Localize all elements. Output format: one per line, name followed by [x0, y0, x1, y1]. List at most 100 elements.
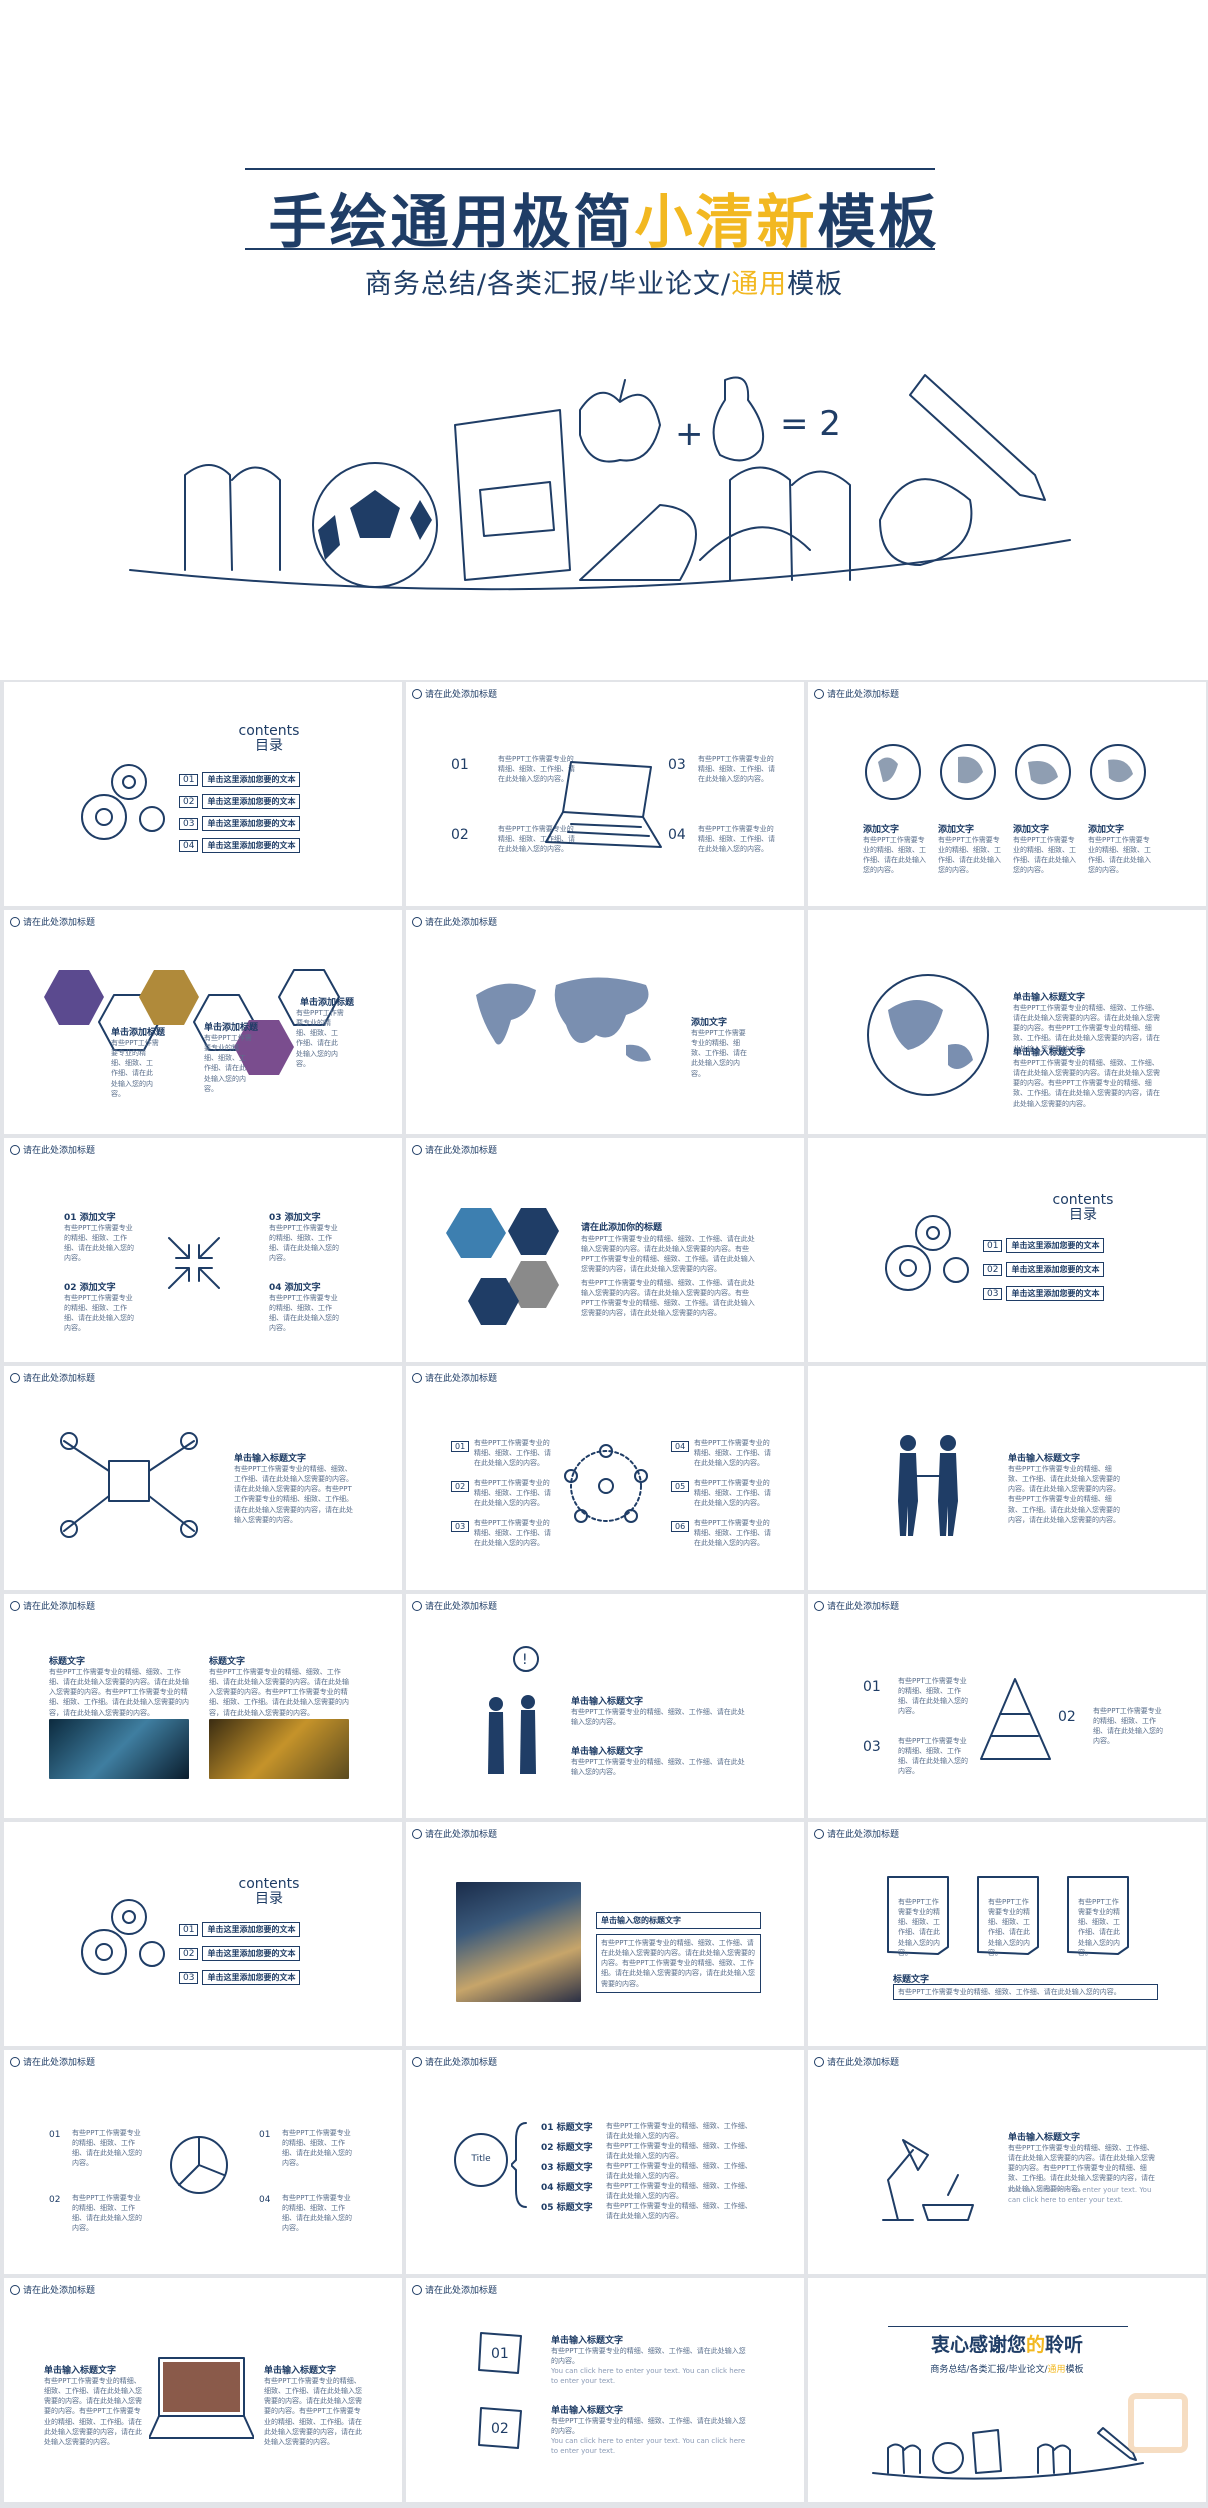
slide-contents-2[interactable]: contents 目录 01 单击这里添加您要的文本 02 单击这里添加您要的文本 0… — [808, 1138, 1206, 1362]
gear-icon — [412, 2284, 422, 2295]
toc-item-02[interactable]: 02 单击这里添加您要的文本 — [179, 794, 301, 809]
idea-title: 单击输入标题文字 — [571, 1697, 644, 1707]
slide-two-photos[interactable]: 请在此处添加标题 标题文字 有些PPT工作需要专业的精细、细致、工作细、请在此处… — [4, 1594, 402, 1818]
svg-text:!: ! — [522, 1652, 528, 1668]
slide-idea-people[interactable]: 请在此处添加标题 ! 单击输入标题文字 有些PPT工作需要专业的精细、细致、工作… — [406, 1594, 804, 1818]
list-item: 03 标题文字 — [541, 2163, 593, 2173]
slide-contents-3[interactable]: contents 目录 01 单击这里添加您要的文本 02 单击这里添加您要的文本 0… — [4, 1822, 402, 2046]
toc-item-01[interactable]: 01 单击这里添加您要的文本 — [179, 1922, 301, 1937]
slide-globe-text[interactable]: 单击输入标题文字 有些PPT工作需要专业的精细、细致、工作细、请在此处输入您需要… — [808, 910, 1206, 1134]
slide-header: 请在此处添加标题 — [814, 1599, 899, 1612]
note-title: 单击输入标题文字 — [551, 2406, 624, 2416]
list-text: 有些PPT工作需要专业的精细、细致、工作细、请在此处输入您的内容。 — [606, 2202, 752, 2221]
slide-hexagon-tiles[interactable]: 请在此处添加标题 请在此添加你的标题 有些PPT工作需要专业的精细、细致、工作细… — [406, 1138, 804, 1362]
gear-icon — [412, 1372, 422, 1383]
gear-icon — [10, 1144, 20, 1155]
watermark-logo — [1128, 2393, 1188, 2453]
note-number: 02 — [491, 2421, 509, 2437]
street-photo-image — [456, 1882, 581, 2002]
slide-contents-1[interactable]: contents 目录 01 单击这里添加您要的文本 02 单击这里添加您要的文本 0… — [4, 682, 402, 906]
pie-sketch-icon — [170, 2136, 228, 2194]
slide-header: 请在此处添加标题 — [412, 2283, 497, 2296]
tiles-text: 有些PPT工作需要专业的精细、细致、工作细、请在此处输入您需要的内容。请在此处输… — [581, 1279, 755, 1318]
slide-header: 请在此处添加标题 — [10, 2283, 95, 2296]
item-text: 有些PPT工作需要专业的精细、细致、工作细、请在此处输入您的内容。 — [698, 825, 775, 854]
gears-icon — [885, 1215, 969, 1291]
globe-caption: 添加文字 — [1088, 825, 1125, 835]
slide-world-map[interactable]: 请在此处添加标题 添加文字 有些PPT工作需要专业的精细、细致、工作细、请在此处… — [406, 910, 804, 1134]
laptop-title: 单击输入标题文字 — [44, 2366, 117, 2376]
toc-item-03[interactable]: 03 单击这里添加您要的文本 — [179, 816, 301, 831]
slide-thanks[interactable]: 衷心感谢您的聆听 商务总结/各类汇报/毕业论文/通用模板 — [808, 2278, 1206, 2502]
text-title: 单击输入标题文字 — [1013, 993, 1086, 1003]
slide-hexagon-photos[interactable]: 请在此处添加标题 单击添加标题 有些PPT工作需要专业的精细、细致、工作细、请在… — [4, 910, 402, 1134]
gear-icon — [412, 916, 422, 927]
slide-notes[interactable]: 请在此处添加标题 01 02 单击输入标题文字 有些PPT工作需要专业的精细、细… — [406, 2278, 804, 2502]
toc-item-02[interactable]: 02 单击这里添加您要的文本 — [983, 1262, 1105, 1277]
item-number: 02 — [49, 2195, 61, 2205]
slide-street-photo[interactable]: 请在此处添加标题 单击输入您的标题文字 有些PPT工作需要专业的精细、细致、工作… — [406, 1822, 804, 2046]
converging-arrows-icon — [168, 1237, 220, 1289]
slide-laptop-photo[interactable]: 请在此处添加标题 单击输入标题文字 有些PPT工作需要专业的精细、细致、工作细、… — [4, 2278, 402, 2502]
slide-title-list[interactable]: 请在此处添加标题 Title 01 标题文字 有些PPT工作需要专业的精细、细致… — [406, 2050, 804, 2274]
gears-icon — [81, 1899, 165, 1975]
hero-slide[interactable]: 手绘通用极简小清新模板 商务总结/各类汇报/毕业论文/通用模板 + = 2 — [0, 0, 1208, 680]
point-title: 03 添加文字 — [269, 1213, 321, 1223]
list-item: 01 标题文字 — [541, 2123, 593, 2133]
slide-header: 请在此处添加标题 — [10, 1371, 95, 1384]
hex-caption: 单击添加标题 — [300, 998, 355, 1008]
slide-four-arrows[interactable]: 请在此处添加标题 01 添加文字 有些PPT工作需要专业的精细、细致、工作细、请… — [4, 1138, 402, 1362]
gear-icon — [814, 1828, 824, 1839]
slide-people-network[interactable]: 请在此处添加标题 01 有些PPT工作需要专业的精细、细致、工作细、请在此处输入… — [406, 1366, 804, 1590]
slide-pyramid[interactable]: 请在此处添加标题 01 有些PPT工作需要专业的精细、细致、工作细、请在此处输入… — [808, 1594, 1206, 1818]
slide-header: 请在此处添加标题 — [412, 1371, 497, 1384]
item-number: 01 — [259, 2130, 271, 2140]
laptop-icon — [545, 761, 662, 848]
slide-header: 请在此处添加标题 — [412, 1827, 497, 1840]
hexagon-tiles — [446, 1208, 559, 1325]
point-text: 有些PPT工作需要专业的精细、细致、工作细、请在此处输入您的内容。 — [269, 1224, 339, 1263]
gear-icon — [412, 1828, 422, 1839]
photo-title-box: 单击输入您的标题文字 — [596, 1912, 761, 1929]
puzzle-text: 有些PPT工作需要专业的精细、细致、工作细、请在此处输入您需要的内容。请在此处输… — [234, 1465, 353, 1524]
toc-item-02[interactable]: 02 单击这里添加您要的文本 — [179, 1946, 301, 1961]
globe-icon — [867, 974, 989, 1096]
list-item: 04 标题文字 — [541, 2183, 593, 2193]
tiles-text: 有些PPT工作需要专业的精细、细致、工作细、请在此处输入您需要的内容。请在此处输… — [581, 1235, 755, 1274]
two-people-icon — [898, 1435, 958, 1536]
slide-two-people[interactable]: 单击输入标题文字 有些PPT工作需要专业的精细、细致、工作细、请在此处输入您需要… — [808, 1366, 1206, 1590]
hand-drawn-illustration: + = 2 — [129, 374, 1071, 591]
hero-title: 手绘通用极简小清新模板 — [268, 188, 940, 256]
slide-note-cards[interactable]: 请在此处添加标题 有些PPT工作需要专业的精细、细致、工作细、请在此处输入您的内… — [808, 1822, 1206, 2046]
list-text: 有些PPT工作需要专业的精细、细致、工作细、请在此处输入您的内容。 — [606, 2182, 752, 2201]
slide-header: 请在此处添加标题 — [412, 915, 497, 928]
slide-globes[interactable]: 请在此处添加标题 添加文字 有些PPT工作需要专业的精细、细致、工作细、请在此处… — [808, 682, 1206, 906]
text-body: 有些PPT工作需要专业的精细、细致、工作细、请在此处输入您需要的内容。请在此处输… — [1013, 1004, 1160, 1053]
note-text-en: You can click here to enter your text. Y… — [551, 2367, 746, 2386]
thanks-subtitle: 商务总结/各类汇报/毕业论文/通用模板 — [930, 2365, 1084, 2375]
item-number: 03 — [863, 1739, 881, 1755]
photo-title: 标题文字 — [209, 1657, 246, 1667]
slide-desk-lamp[interactable]: 请在此处添加标题 单击输入标题文字 有些PPT工作需要专业的精细、细致、工作细、… — [808, 2050, 1206, 2274]
slide-puzzle-hands[interactable]: 请在此处添加标题 单击输入标题文字 有些PPT工作需要专业的精细、细致、工作细、… — [4, 1366, 402, 1590]
slide-pie-diagram[interactable]: 请在此处添加标题 01 有些PPT工作需要专业的精细、细致、工作细、请在此处输入… — [4, 2050, 402, 2274]
point-title: 02 添加文字 — [64, 1283, 116, 1293]
toc-item-01[interactable]: 01 单击这里添加您要的文本 — [179, 772, 301, 787]
title-circle — [454, 2133, 508, 2187]
item-text: 有些PPT工作需要专业的精细、细致、工作细、请在此处输入您的内容。 — [694, 1439, 771, 1468]
slide-laptop[interactable]: 请在此处添加标题 01 有些PPT工作需要专业的精细、细致、工作细、请在此处输入… — [406, 682, 804, 906]
gear-icon — [814, 2056, 824, 2067]
toc-item-03[interactable]: 03 单击这里添加您要的文本 — [983, 1286, 1105, 1301]
card-text: 有些PPT工作需要专业的精细、细致、工作细、请在此处输入您的内容。 — [898, 1898, 940, 1957]
photo-text-box: 有些PPT工作需要专业的精细、细致、工作细、请在此处输入您需要的内容。请在此处输… — [596, 1934, 761, 1993]
card-text: 有些PPT工作需要专业的精细、细致、工作细、请在此处输入您的内容。 — [1078, 1898, 1120, 1957]
toc-item-01[interactable]: 01 单击这里添加您要的文本 — [983, 1238, 1105, 1253]
toc-item-03[interactable]: 03 单击这里添加您要的文本 — [179, 1970, 301, 1985]
map-text: 有些PPT工作需要专业的精细、细致、工作细、请在此处输入您的内容。 — [691, 1029, 747, 1078]
hex-caption: 单击添加标题 — [111, 1028, 166, 1038]
point-text: 有些PPT工作需要专业的精细、细致、工作细、请在此处输入您的内容。 — [64, 1224, 134, 1263]
hex-caption: 单击添加标题 — [204, 1023, 259, 1033]
globe-icons — [865, 744, 1146, 800]
toc-item-04[interactable]: 04 单击这里添加您要的文本 — [179, 838, 301, 853]
toc-heading: contents 目录 — [238, 723, 300, 755]
